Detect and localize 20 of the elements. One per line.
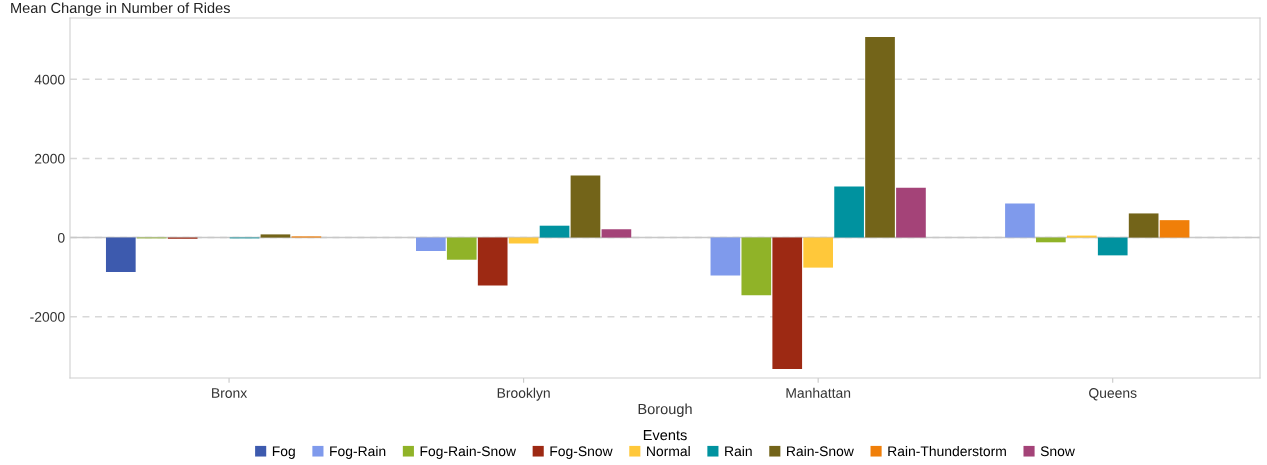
legend-label: Rain-Thunderstorm	[888, 445, 1006, 457]
legend-label: Fog-Snow	[550, 446, 613, 459]
legend-label: Snow	[1040, 446, 1075, 457]
y-tick-label: -2000	[30, 312, 65, 322]
x-tick-label: Brooklyn	[497, 387, 550, 401]
legend-title: Events	[643, 430, 687, 441]
y-tick-label: 0	[57, 232, 65, 243]
x-axis-title: Borough	[638, 403, 692, 418]
legend-label: Rain-Snow	[787, 445, 854, 457]
legend-label: Fog	[272, 446, 295, 459]
legend-label: Rain	[725, 445, 752, 457]
x-tick-label: Bronx	[212, 388, 248, 398]
x-tick-label: Manhattan	[786, 387, 851, 398]
y-tick-label: 2000	[34, 153, 65, 164]
legend-label: Fog-Rain-Snow	[420, 445, 517, 459]
legend-label: Fog-Rain	[330, 445, 386, 459]
legend-label: Normal	[647, 445, 690, 457]
y-tick-label: 4000	[34, 74, 65, 85]
x-tick-label: Queens	[1089, 388, 1137, 401]
chart-title: Mean Change in Number of Rides	[11, 2, 230, 16]
